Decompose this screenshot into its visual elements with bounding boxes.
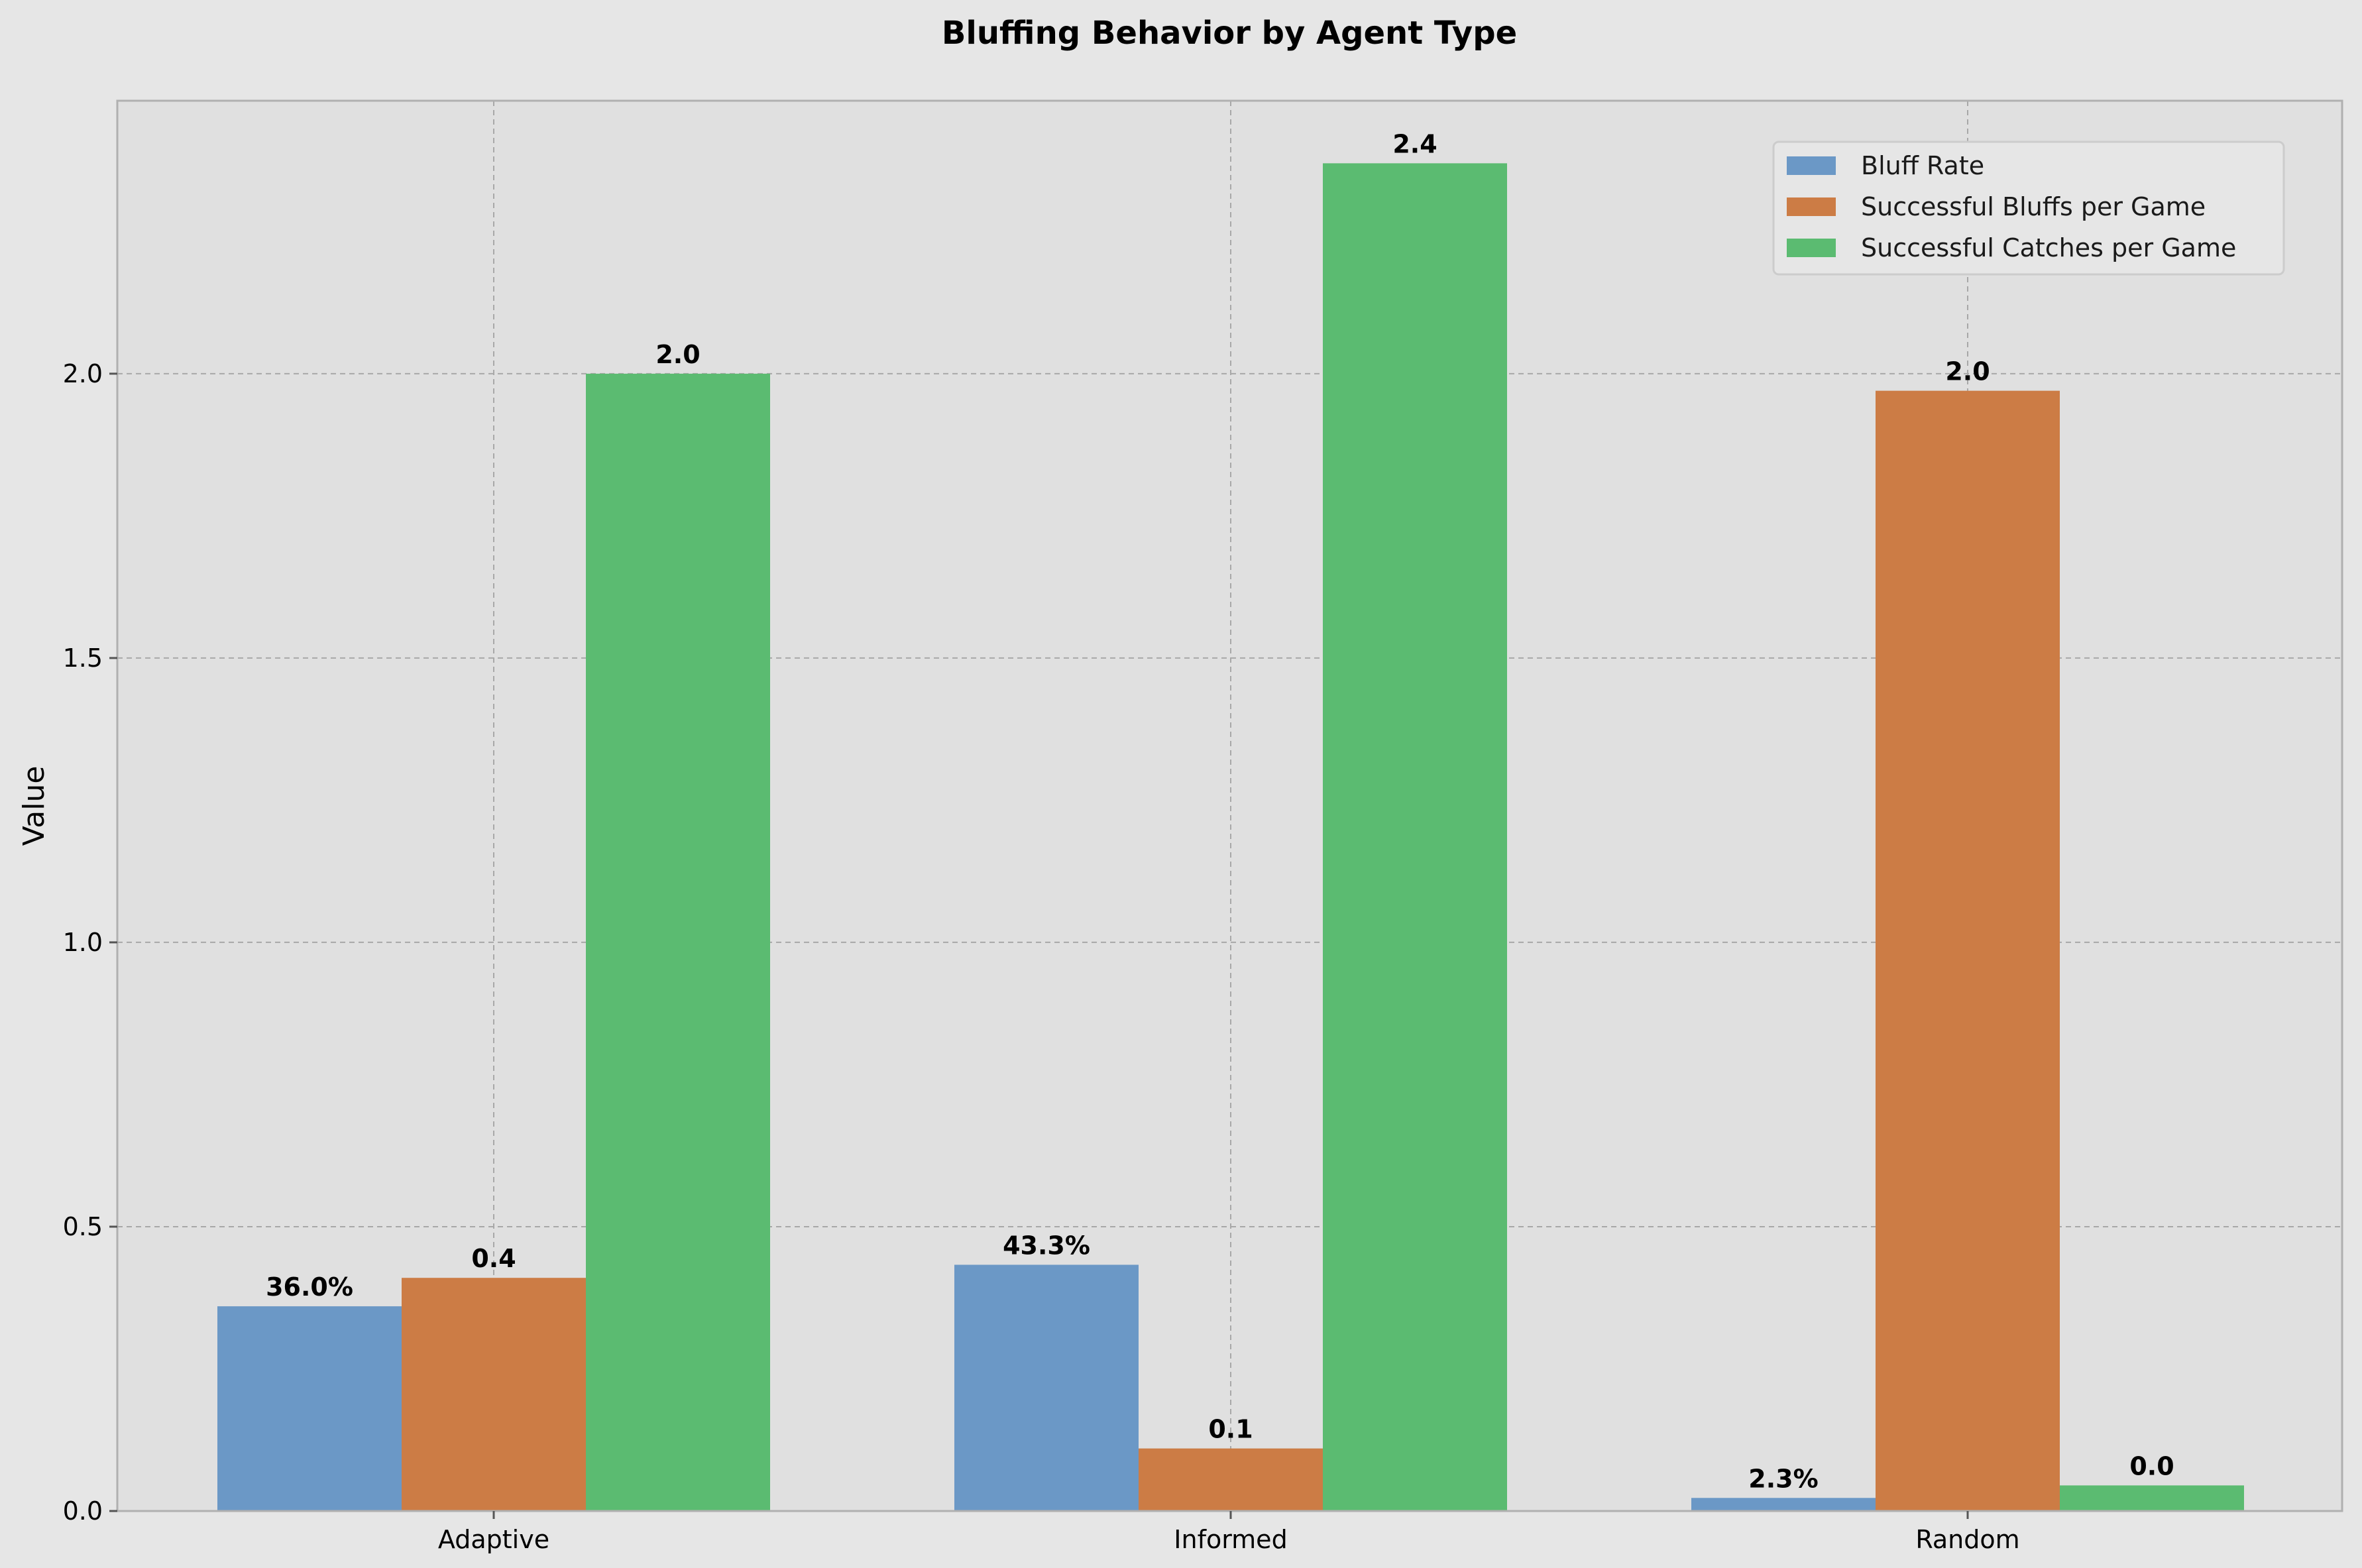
legend-swatch — [1787, 239, 1836, 257]
bar-value-label: 2.0 — [1945, 357, 1990, 386]
bars — [217, 163, 2244, 1512]
bar-value-label: 0.0 — [2129, 1451, 2174, 1481]
y-tick-label: 0.0 — [63, 1496, 103, 1526]
legend-swatch — [1787, 156, 1836, 175]
bar-value-label: 0.4 — [471, 1244, 516, 1273]
legend-box — [1772, 140, 2285, 276]
legend-entry: Successful Catches per Game — [1861, 233, 2236, 262]
legend-swatch — [1787, 197, 1836, 216]
bar-labels: 36.0% 43.3% 2.3% 0.4 0.1 2.0 2.0 2.4 0.0 — [266, 129, 2174, 1493]
chart-title: Bluffing Behavior by Agent Type — [942, 15, 1517, 52]
legend-entry: Bluff Rate — [1861, 151, 1984, 180]
bar-successful-bluffs-per-game-adaptive — [402, 1278, 586, 1511]
bar-successful-catches-per-game-random — [2060, 1485, 2244, 1511]
bar-value-label: 36.0% — [266, 1272, 353, 1302]
bar-successful-catches-per-game-informed — [1323, 163, 1507, 1512]
legend-entry: Successful Bluffs per Game — [1861, 192, 2206, 221]
bar-bluff-rate-adaptive — [217, 1306, 402, 1511]
x-tick-label: Informed — [1174, 1525, 1287, 1554]
axis-ticks: 0.0 0.5 1.0 1.5 2.0 Adaptive Informed Random — [63, 359, 2020, 1554]
bar-successful-catches-per-game-adaptive — [586, 373, 770, 1511]
y-axis-label: Value — [17, 766, 51, 846]
bar-bluff-rate-random — [1691, 1498, 1876, 1511]
bar-successful-bluffs-per-game-random — [1876, 390, 2060, 1511]
bar-value-label: 2.4 — [1392, 129, 1437, 158]
y-tick-label: 2.0 — [63, 359, 103, 388]
y-tick-label: 1.5 — [63, 644, 103, 673]
x-tick-label: Adaptive — [438, 1525, 549, 1554]
bar-value-label: 2.0 — [655, 340, 700, 369]
bar-value-label: 43.3% — [1003, 1231, 1090, 1260]
y-tick-label: 1.0 — [63, 928, 103, 957]
bar-successful-bluffs-per-game-informed — [1139, 1448, 1323, 1511]
x-tick-label: Random — [1915, 1525, 2019, 1554]
y-tick-label: 0.5 — [63, 1212, 103, 1241]
bar-bluff-rate-informed — [954, 1264, 1139, 1511]
bar-value-label: 2.3% — [1748, 1464, 1818, 1493]
bar-value-label: 0.1 — [1208, 1415, 1253, 1444]
legend: Bluff Rate Successful Bluffs per Game Succ… — [1772, 140, 2285, 276]
